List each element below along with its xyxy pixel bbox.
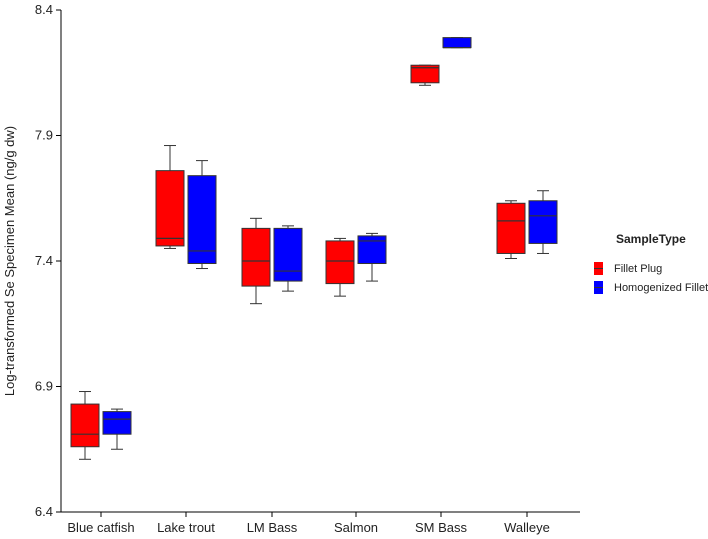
legend-title: SampleType: [616, 232, 686, 246]
y-tick-label: 6.9: [35, 379, 53, 394]
box-iqr: [187, 175, 217, 265]
x-tick-label: Lake trout: [157, 520, 215, 535]
box-iqr: [241, 227, 271, 287]
x-tick-label: Walleye: [504, 520, 550, 535]
y-tick-label: 7.9: [35, 128, 53, 143]
box-fillet-plug: [496, 200, 526, 259]
box-homogenized-fillet: [442, 37, 472, 49]
box-iqr: [70, 403, 100, 448]
box-iqr: [273, 227, 303, 282]
box-iqr: [496, 202, 526, 254]
box-iqr: [528, 200, 558, 244]
box-homogenized-fillet: [528, 190, 558, 254]
box-iqr: [155, 170, 185, 247]
box-fillet-plug: [241, 217, 271, 305]
box-fillet-plug: [70, 391, 100, 460]
box-iqr: [410, 64, 440, 84]
x-tick-label: SM Bass: [415, 520, 468, 535]
plot-area: [70, 37, 558, 460]
axes: 6.4 6.9 7.4 7.9 8.4 Log-transformed Se Specim…: [2, 2, 580, 535]
box-homogenized-fillet: [357, 232, 387, 282]
y-tick-label: 7.4: [35, 253, 53, 268]
y-tick-label: 6.4: [35, 504, 53, 519]
box-iqr: [357, 235, 387, 265]
box-fillet-plug: [155, 145, 185, 249]
y-axis-title: Log-transformed Se Specimen Mean (ng/g d…: [2, 126, 17, 396]
legend: SampleType Fillet Plug Homogenized Fillet: [594, 232, 708, 294]
box-iqr: [325, 240, 355, 285]
box-fillet-plug: [325, 237, 355, 297]
legend-label: Fillet Plug: [614, 263, 662, 275]
box-iqr: [102, 411, 132, 435]
box-iqr: [442, 37, 472, 49]
y-tick-label: 8.4: [35, 2, 53, 17]
box-homogenized-fillet: [187, 160, 217, 270]
box-homogenized-fillet: [273, 225, 303, 292]
box-fillet-plug: [410, 64, 440, 86]
x-tick-label: LM Bass: [247, 520, 298, 535]
box-homogenized-fillet: [102, 408, 132, 450]
legend-label: Homogenized Fillet: [614, 282, 708, 294]
x-tick-label: Salmon: [334, 520, 378, 535]
x-tick-label: Blue catfish: [67, 520, 134, 535]
